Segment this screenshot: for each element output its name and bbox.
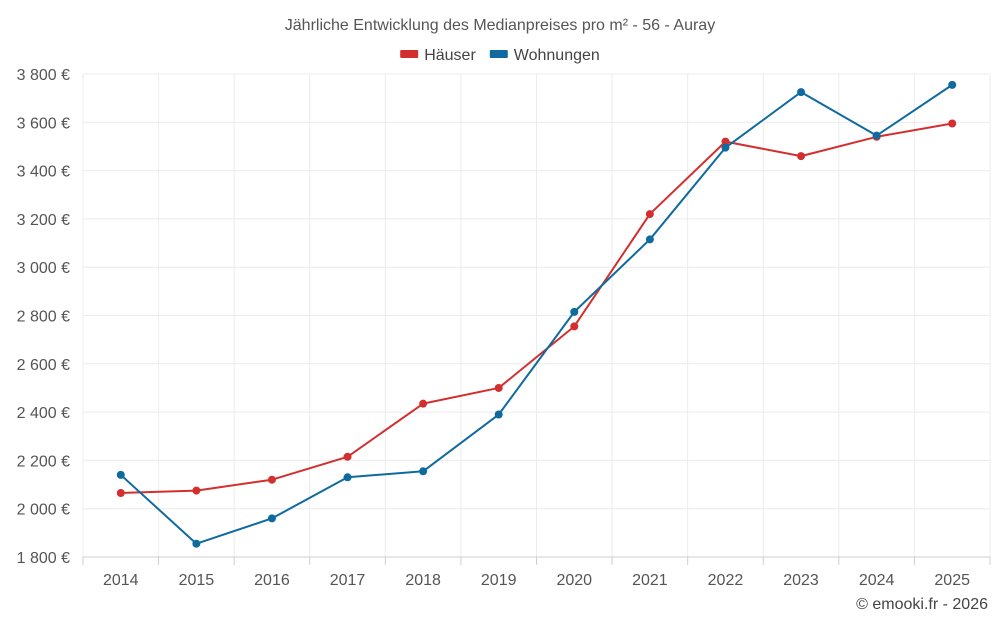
- x-tick-label: 2015: [179, 572, 215, 589]
- y-tick-label: 2 800 €: [17, 309, 70, 326]
- data-point[interactable]: [267, 475, 276, 484]
- data-point[interactable]: [267, 514, 276, 523]
- data-point[interactable]: [570, 322, 579, 331]
- x-tick-label: 2025: [934, 572, 970, 589]
- chart-title: Jährliche Entwicklung des Medianpreises …: [285, 17, 715, 34]
- y-tick-label: 2 400 €: [17, 405, 70, 422]
- legend-label: Häuser: [424, 47, 476, 64]
- x-tick-label: 2024: [859, 572, 895, 589]
- legend-swatch: [489, 50, 508, 58]
- x-tick-label: 2019: [481, 572, 517, 589]
- data-point[interactable]: [494, 383, 503, 392]
- legend-item[interactable]: Häuser: [400, 47, 476, 64]
- legend-item[interactable]: Wohnungen: [489, 47, 600, 64]
- data-point[interactable]: [721, 137, 730, 146]
- y-tick-label: 3 200 €: [17, 212, 70, 229]
- data-point[interactable]: [797, 88, 806, 97]
- data-point[interactable]: [192, 486, 201, 495]
- data-point[interactable]: [645, 210, 654, 219]
- data-point[interactable]: [116, 489, 125, 498]
- x-tick-label: 2021: [632, 572, 668, 589]
- series-wohnungen: [116, 80, 957, 548]
- x-tick-label: 2014: [103, 572, 139, 589]
- series-group: [116, 80, 957, 548]
- data-point[interactable]: [192, 539, 201, 548]
- credit-text: © emooki.fr - 2026: [856, 596, 988, 613]
- grid: [82, 73, 991, 558]
- series-line: [120, 122, 953, 495]
- data-point[interactable]: [872, 131, 881, 140]
- data-point[interactable]: [419, 399, 428, 408]
- x-tick-label: 2018: [405, 572, 441, 589]
- y-axis: 1 800 € 2 000 € 2 200 € 2 400 € 2 600 € 2 800…: [17, 67, 70, 567]
- data-point[interactable]: [494, 410, 503, 419]
- data-point[interactable]: [419, 467, 428, 476]
- data-point[interactable]: [343, 452, 352, 461]
- y-tick-label: 2 600 €: [17, 357, 70, 374]
- legend: Häuser Wohnungen: [400, 47, 600, 64]
- data-point[interactable]: [948, 119, 957, 128]
- y-tick-label: 3 000 €: [17, 260, 70, 277]
- x-tick-label: 2017: [330, 572, 366, 589]
- data-point[interactable]: [948, 80, 957, 89]
- y-tick-label: 3 800 €: [17, 67, 70, 84]
- y-tick-label: 3 400 €: [17, 164, 70, 181]
- data-point[interactable]: [343, 473, 352, 482]
- data-point[interactable]: [797, 152, 806, 161]
- y-tick-label: 3 600 €: [17, 115, 70, 132]
- y-tick-label: 2 200 €: [17, 453, 70, 470]
- data-point[interactable]: [645, 235, 654, 244]
- data-point[interactable]: [116, 470, 125, 479]
- data-point[interactable]: [570, 307, 579, 316]
- x-tick-label: 2016: [254, 572, 290, 589]
- y-tick-label: 2 000 €: [17, 502, 70, 519]
- x-tick-label: 2022: [708, 572, 744, 589]
- x-tick-label: 2020: [556, 572, 592, 589]
- series-line: [120, 84, 953, 545]
- x-tick-label: 2023: [783, 572, 819, 589]
- legend-swatch: [400, 50, 419, 58]
- y-tick-label: 1 800 €: [17, 550, 70, 567]
- x-axis: 2014 2015 2016 2017 2018 2019 2020 2021 2022 2023…: [82, 556, 991, 589]
- data-point[interactable]: [721, 143, 730, 152]
- legend-label: Wohnungen: [514, 47, 600, 64]
